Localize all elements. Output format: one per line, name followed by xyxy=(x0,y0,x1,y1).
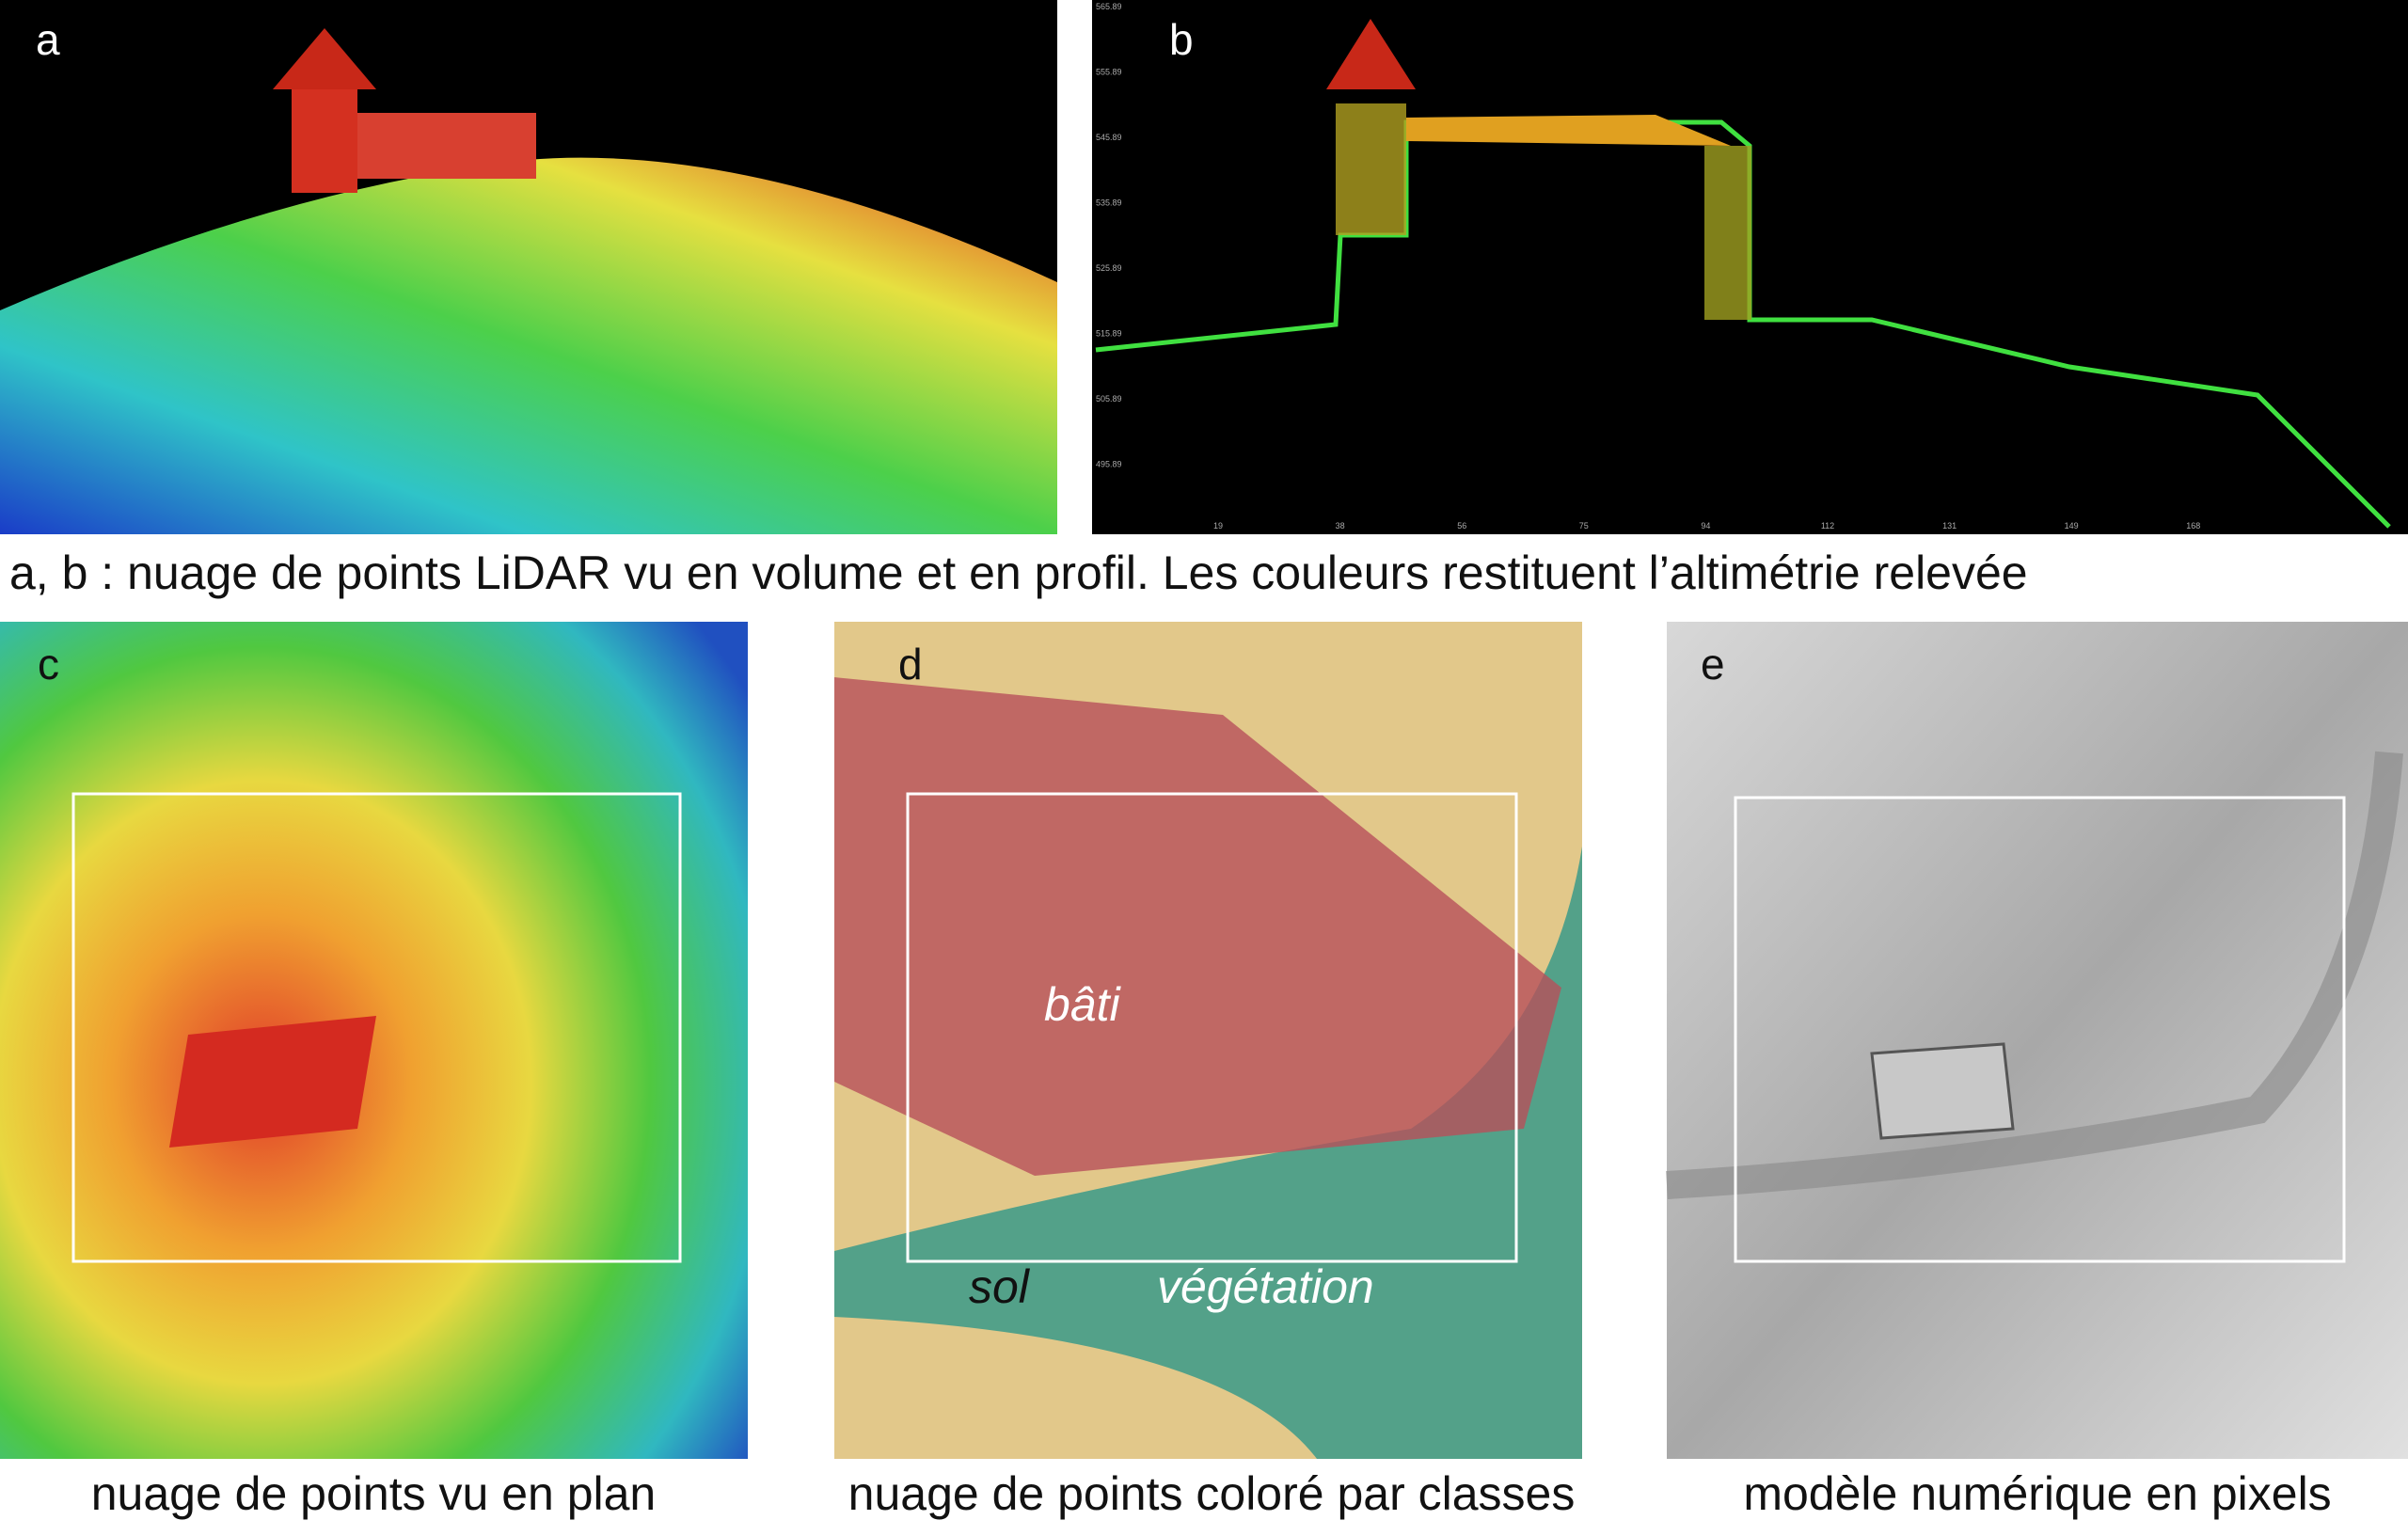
panel-label: a xyxy=(36,15,60,64)
church xyxy=(169,1016,376,1148)
building xyxy=(357,113,536,179)
tower xyxy=(1336,103,1406,235)
y-tick-label: 535.89 xyxy=(1096,198,1122,208)
tower-roof xyxy=(1326,19,1416,89)
x-tick-label: 75 xyxy=(1579,521,1589,530)
class-label: bâti xyxy=(1044,978,1122,1031)
buildings xyxy=(834,677,1561,1176)
tower xyxy=(292,89,357,193)
x-tick-label: 131 xyxy=(1942,521,1956,530)
frame xyxy=(1734,796,2346,1263)
x-tick-label: 38 xyxy=(1336,521,1345,530)
x-tick-label: 19 xyxy=(1213,521,1223,530)
panel-label: b xyxy=(1169,15,1194,64)
road xyxy=(1666,751,2403,1199)
wall xyxy=(1704,146,1751,320)
y-tick-label: 565.89 xyxy=(1096,2,1122,11)
x-tick-label: 56 xyxy=(1457,521,1466,530)
point-cloud xyxy=(0,157,1057,534)
class-label: sol xyxy=(969,1260,1031,1313)
panel-e xyxy=(1667,622,2408,1459)
tower-roof xyxy=(273,28,376,89)
x-tick-label: 149 xyxy=(2065,521,2079,530)
frame xyxy=(71,792,682,1263)
panel-label: e xyxy=(1701,640,1725,689)
caption: a, b : nuage de points LiDAR vu en volum… xyxy=(9,546,2028,599)
panel-c xyxy=(0,622,748,1459)
class-label: végétation xyxy=(1157,1260,1374,1313)
roof xyxy=(1406,115,1731,146)
y-tick-label: 505.89 xyxy=(1096,394,1122,404)
vegetation xyxy=(834,847,1582,1459)
y-tick-label: 525.89 xyxy=(1096,263,1122,273)
y-tick-label: 545.89 xyxy=(1096,133,1122,142)
caption: modèle numérique en pixels xyxy=(1743,1467,2331,1520)
frame xyxy=(906,792,1518,1263)
x-tick-label: 168 xyxy=(2186,521,2200,530)
church xyxy=(1870,1042,2015,1140)
x-tick-label: 94 xyxy=(1701,521,1710,530)
x-tick-label: 112 xyxy=(1821,521,1834,530)
panel-label: d xyxy=(898,640,923,689)
y-tick-label: 515.89 xyxy=(1096,329,1122,339)
ground-profile xyxy=(1095,119,2391,529)
panel-label: c xyxy=(38,640,59,689)
y-tick-label: 555.89 xyxy=(1096,68,1122,77)
caption: nuage de points coloré par classes xyxy=(848,1467,1576,1520)
y-tick-label: 495.89 xyxy=(1096,460,1122,469)
caption: nuage de points vu en plan xyxy=(91,1467,657,1520)
